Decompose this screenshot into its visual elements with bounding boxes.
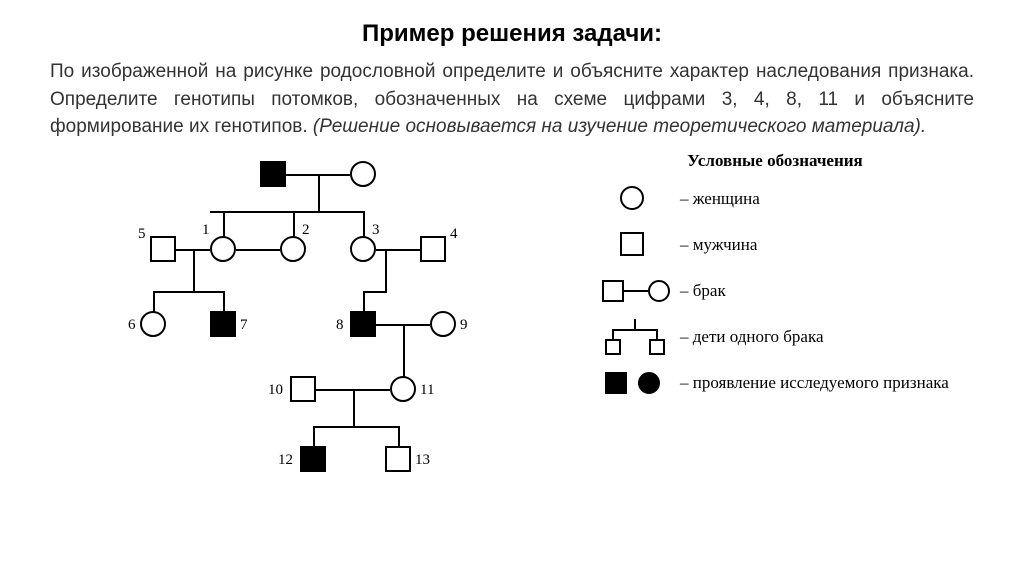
- legend-label: – женщина: [680, 189, 760, 209]
- pedigree-connector: [193, 249, 195, 293]
- pedigree-node-n4: [420, 236, 446, 262]
- pedigree-diagram: 51234678910111213: [110, 151, 580, 471]
- pedigree-connector: [153, 291, 223, 293]
- pedigree-node-label: 5: [138, 226, 146, 243]
- pedigree-node-label: 6: [128, 317, 136, 334]
- pedigree-node-label: 2: [302, 222, 310, 239]
- pedigree-connector: [236, 249, 280, 251]
- pedigree-node-label: 1: [202, 222, 210, 239]
- pedigree-node-g1f: [350, 161, 376, 187]
- pedigree-node-n6: [140, 311, 166, 337]
- legend-label: – мужчина: [680, 235, 757, 255]
- pedigree-node-n8: [350, 311, 376, 337]
- trait-icon: [600, 368, 680, 398]
- pedigree-node-n2: [280, 236, 306, 262]
- pedigree-connector: [210, 211, 365, 213]
- paragraph-note: (Решение основывается на изучение теорет…: [313, 116, 926, 137]
- pedigree-node-label: 13: [415, 452, 430, 469]
- pedigree-connector: [363, 291, 365, 312]
- pedigree-node-n12: [300, 446, 326, 472]
- pedigree-node-g1m: [260, 161, 286, 187]
- pedigree-node-n3: [350, 236, 376, 262]
- pedigree-node-n7: [210, 311, 236, 337]
- pedigree-node-label: 7: [240, 317, 248, 334]
- pedigree-node-n10: [290, 376, 316, 402]
- pedigree-node-label: 4: [450, 226, 458, 243]
- pedigree-node-label: 3: [372, 222, 380, 239]
- pedigree-connector: [353, 389, 355, 428]
- page-title: Пример решения задачи:: [50, 20, 974, 48]
- pedigree-connector: [376, 249, 420, 251]
- legend-label: – дети одного брака: [680, 327, 824, 347]
- pedigree-node-label: 12: [278, 452, 293, 469]
- legend-label: – брак: [680, 281, 726, 301]
- pedigree-node-n5: [150, 236, 176, 262]
- pedigree-node-label: 9: [460, 317, 468, 334]
- legend: Условные обозначения – женщина – мужчина…: [580, 151, 950, 471]
- children-icon: [600, 319, 680, 355]
- pedigree-node-label: 11: [420, 382, 434, 399]
- pedigree-connector: [153, 291, 155, 312]
- pedigree-connector: [293, 213, 295, 237]
- pedigree-connector: [385, 249, 387, 293]
- legend-label: – проявление исследуемого признака: [680, 373, 949, 393]
- task-paragraph: По изображенной на рисунке родословной о…: [50, 58, 974, 141]
- legend-row-male: – мужчина: [600, 227, 950, 263]
- pedigree-node-n11: [390, 376, 416, 402]
- pedigree-connector: [318, 174, 320, 212]
- pedigree-node-n1: [210, 236, 236, 262]
- legend-row-children: – дети одного брака: [600, 319, 950, 355]
- male-icon: [600, 230, 680, 260]
- pedigree-node-n13: [385, 446, 411, 472]
- legend-title: Условные обозначения: [600, 151, 950, 171]
- pedigree-connector: [363, 211, 365, 237]
- pedigree-connector: [403, 324, 405, 377]
- female-icon: [600, 184, 680, 214]
- pedigree-connector: [223, 291, 225, 312]
- marriage-icon: [600, 276, 680, 306]
- legend-row-trait: – проявление исследуемого признака: [600, 365, 950, 401]
- pedigree-connector: [313, 426, 398, 428]
- pedigree-node-label: 8: [336, 317, 344, 334]
- legend-row-female: – женщина: [600, 181, 950, 217]
- pedigree-node-label: 10: [268, 382, 283, 399]
- pedigree-node-n9: [430, 311, 456, 337]
- pedigree-connector: [398, 426, 400, 447]
- pedigree-connector: [313, 426, 315, 447]
- legend-row-marriage: – брак: [600, 273, 950, 309]
- pedigree-connector: [363, 291, 385, 293]
- pedigree-connector: [223, 211, 225, 237]
